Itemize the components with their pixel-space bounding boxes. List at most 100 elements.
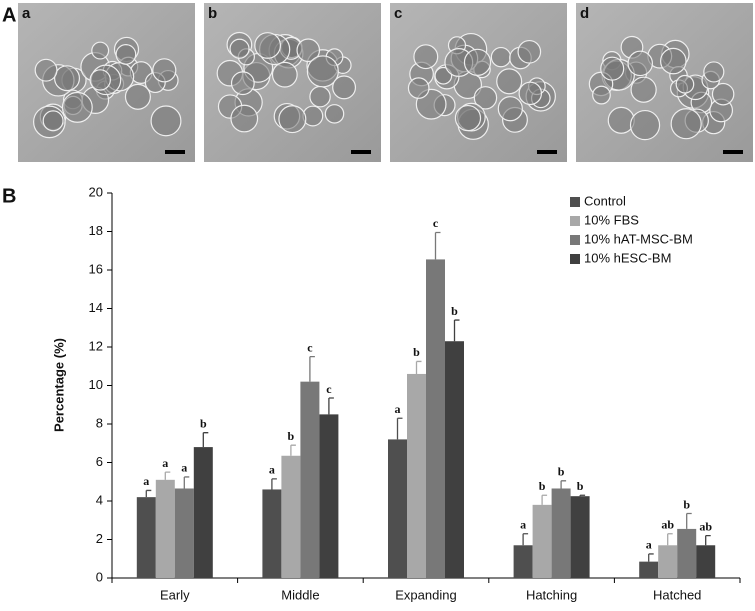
panel-label: A	[2, 4, 16, 26]
embryo	[91, 41, 110, 60]
error-bar	[183, 476, 190, 489]
embryo	[61, 91, 93, 123]
error-bar	[579, 494, 586, 497]
significance-label: b	[539, 479, 546, 493]
error-bar	[686, 512, 692, 529]
embryo	[229, 38, 250, 59]
embryo	[496, 68, 523, 95]
significance-label: a	[646, 538, 652, 552]
legend-label: Control	[584, 193, 626, 208]
error-bar	[202, 432, 209, 448]
x-tick-label: Early	[160, 587, 190, 602]
significance-label: ab	[699, 519, 712, 533]
error-bar	[290, 444, 296, 456]
significance-label: b	[413, 345, 420, 359]
significance-label: b	[683, 497, 690, 511]
significance-label: c	[307, 340, 313, 354]
embryo	[607, 106, 635, 134]
x-tick-label: Expanding	[395, 587, 456, 602]
legend-swatch	[570, 254, 580, 264]
bar	[281, 455, 301, 578]
embryo	[434, 66, 453, 85]
significance-label: b	[288, 429, 295, 443]
embryo	[150, 105, 182, 137]
y-tick-label: 8	[96, 415, 103, 430]
legend-label: 10% FBS	[584, 212, 639, 227]
image-label: a	[22, 5, 31, 22]
x-tick-label: Middle	[281, 587, 319, 602]
significance-label: a	[143, 474, 149, 488]
error-bar	[541, 494, 548, 505]
error-bar	[648, 553, 654, 562]
embryo	[463, 48, 492, 76]
x-tick-label: Hatching	[526, 587, 577, 602]
significance-label: c	[433, 216, 439, 230]
embryo	[497, 96, 523, 122]
significance-label: c	[326, 382, 332, 396]
significance-label: b	[577, 479, 584, 493]
embryo	[407, 77, 430, 99]
y-tick-label: 20	[89, 184, 103, 199]
significance-label: a	[395, 402, 401, 416]
panel-label: B	[2, 185, 16, 207]
embryo	[670, 108, 702, 140]
embryo	[152, 58, 177, 83]
bar	[407, 373, 426, 578]
significance-label: a	[162, 456, 168, 470]
embryo	[703, 61, 725, 83]
bar	[677, 528, 697, 578]
bar	[513, 545, 533, 578]
embryo	[296, 38, 321, 63]
embryo	[600, 56, 625, 81]
bar	[570, 496, 590, 578]
y-tick-label: 12	[89, 338, 103, 353]
scale-bar	[165, 150, 185, 154]
image-label: d	[580, 5, 589, 22]
embryo	[627, 50, 654, 77]
bar	[445, 341, 464, 578]
error-bar	[164, 471, 171, 480]
embryo	[473, 86, 498, 110]
embryo	[271, 61, 298, 88]
embryo	[230, 104, 259, 133]
error-bar	[415, 360, 422, 374]
embryo	[490, 46, 512, 68]
bar	[136, 497, 156, 578]
significance-label: a	[520, 517, 526, 531]
legend-swatch	[570, 216, 580, 226]
embryo	[124, 83, 151, 110]
error-bar	[522, 533, 529, 546]
error-bar	[396, 417, 403, 440]
embryo	[230, 71, 255, 96]
embryo	[592, 85, 611, 105]
error-bar	[560, 480, 567, 489]
error-bar	[705, 535, 711, 546]
legend-swatch	[570, 197, 580, 207]
significance-label: a	[181, 461, 187, 475]
legend-label: 10% hAT-MSC-BM	[584, 231, 693, 246]
scale-bar	[351, 150, 371, 154]
embryo	[454, 104, 482, 132]
bar	[426, 259, 445, 578]
bar	[639, 561, 659, 578]
legend-label: 10% hESC-BM	[584, 250, 671, 265]
bar	[193, 447, 213, 578]
error-bar	[434, 231, 441, 260]
embryo	[711, 82, 735, 106]
error-bar	[271, 478, 277, 490]
embryo	[660, 47, 687, 75]
significance-label: b	[200, 416, 207, 430]
y-tick-label: 2	[96, 531, 103, 546]
y-tick-label: 10	[89, 377, 103, 392]
error-bar	[145, 489, 152, 498]
bar	[532, 504, 552, 578]
y-tick-label: 4	[96, 492, 103, 507]
significance-label: a	[269, 463, 275, 477]
embryo	[34, 58, 58, 82]
embryo	[518, 81, 543, 106]
embryo	[675, 74, 695, 94]
embryo	[517, 39, 542, 64]
bar	[696, 545, 716, 578]
bar	[658, 545, 678, 578]
